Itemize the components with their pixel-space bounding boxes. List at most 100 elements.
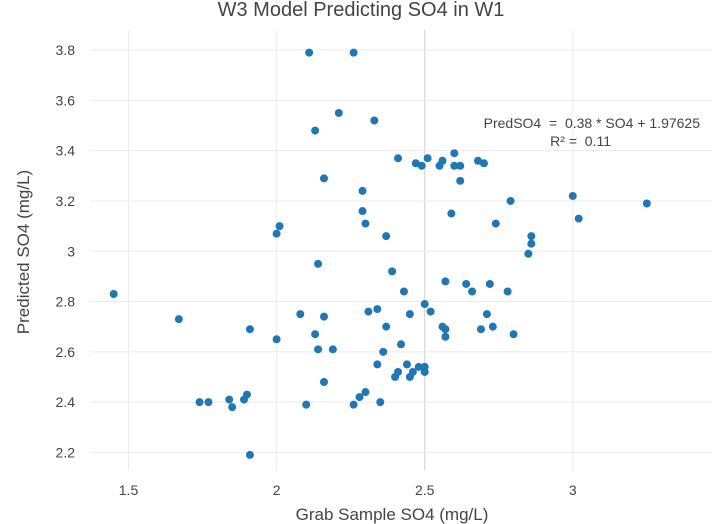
data-point bbox=[402, 360, 411, 369]
data-point bbox=[441, 277, 450, 286]
data-point bbox=[482, 310, 491, 319]
data-point bbox=[364, 307, 373, 316]
data-point bbox=[319, 174, 328, 183]
data-point bbox=[319, 378, 328, 386]
data-points bbox=[109, 48, 651, 459]
y-tick-label: 2.6 bbox=[56, 344, 76, 360]
data-point bbox=[456, 176, 465, 185]
data-point bbox=[399, 287, 408, 296]
data-point bbox=[447, 209, 456, 218]
data-point bbox=[319, 312, 328, 321]
r-squared-label: R² = 0.11 bbox=[550, 133, 611, 149]
data-point bbox=[109, 290, 118, 298]
data-point bbox=[358, 186, 367, 195]
data-point bbox=[373, 305, 382, 314]
y-tick-label: 3 bbox=[67, 243, 75, 259]
data-point bbox=[376, 398, 385, 407]
data-point bbox=[328, 345, 337, 354]
y-tick-label: 3.4 bbox=[56, 143, 76, 159]
data-point bbox=[379, 347, 388, 356]
data-point bbox=[311, 126, 320, 135]
data-point bbox=[527, 232, 536, 241]
data-point bbox=[491, 219, 500, 228]
data-point bbox=[245, 325, 254, 334]
tick-labels: 1.5 2 2.5 3 2.2 2.4 2.6 2.8 3 3.2 3.4 3.6 3.8 bbox=[56, 42, 577, 498]
data-point bbox=[450, 149, 459, 158]
y-tick-label: 2.8 bbox=[56, 294, 76, 310]
data-point bbox=[311, 330, 320, 339]
data-point bbox=[272, 335, 281, 344]
data-point bbox=[245, 450, 254, 459]
data-point bbox=[382, 322, 391, 331]
data-point bbox=[420, 367, 429, 376]
data-point bbox=[509, 330, 518, 339]
data-point bbox=[314, 345, 323, 354]
data-point bbox=[373, 360, 382, 369]
data-point bbox=[394, 367, 403, 376]
chart-title: W3 Model Predicting SO4 in W1 bbox=[218, 0, 505, 21]
data-point bbox=[450, 161, 459, 170]
data-point bbox=[441, 332, 450, 341]
data-point bbox=[503, 287, 512, 296]
data-point bbox=[204, 398, 213, 407]
data-point bbox=[568, 191, 577, 200]
data-point bbox=[228, 403, 237, 412]
y-tick-label: 2.4 bbox=[56, 394, 76, 410]
data-point bbox=[397, 340, 405, 349]
data-point bbox=[174, 315, 183, 324]
data-point bbox=[225, 395, 234, 404]
data-point bbox=[305, 48, 314, 57]
data-point bbox=[527, 239, 536, 248]
data-point bbox=[370, 116, 379, 125]
data-point bbox=[358, 207, 367, 216]
data-point bbox=[361, 219, 370, 228]
data-point bbox=[361, 388, 370, 397]
data-point bbox=[405, 310, 414, 319]
x-axis-title: Grab Sample SO4 (mg/L) bbox=[296, 505, 489, 524]
data-point bbox=[349, 400, 358, 409]
data-point bbox=[574, 214, 583, 223]
data-point bbox=[417, 161, 426, 170]
data-point bbox=[349, 48, 358, 57]
data-point bbox=[642, 199, 651, 208]
data-point bbox=[195, 398, 204, 407]
data-point bbox=[296, 310, 305, 319]
data-point bbox=[476, 325, 485, 334]
data-point bbox=[388, 267, 397, 276]
data-point bbox=[488, 322, 497, 331]
data-point bbox=[462, 279, 471, 288]
x-tick-label: 2.5 bbox=[415, 482, 435, 498]
regression-equation: PredSO4 = 0.38 * SO4 + 1.97625 bbox=[484, 115, 701, 131]
data-point bbox=[441, 325, 450, 334]
data-point bbox=[468, 287, 477, 296]
data-point bbox=[272, 229, 281, 238]
data-point bbox=[394, 154, 403, 163]
data-point bbox=[456, 161, 465, 170]
data-point bbox=[314, 259, 323, 268]
data-point bbox=[302, 400, 311, 409]
x-tick-label: 3 bbox=[569, 482, 577, 498]
data-point bbox=[382, 232, 391, 241]
y-tick-label: 3.6 bbox=[56, 92, 76, 108]
data-point bbox=[506, 196, 515, 205]
data-point bbox=[438, 156, 447, 165]
y-axis-title: Predicted SO4 (mg/L) bbox=[14, 170, 33, 334]
gridlines bbox=[90, 30, 712, 470]
data-point bbox=[420, 300, 429, 309]
data-point bbox=[524, 249, 533, 258]
x-tick-label: 1.5 bbox=[119, 482, 139, 498]
data-point bbox=[423, 154, 432, 163]
data-point bbox=[414, 362, 423, 371]
data-point bbox=[275, 222, 284, 231]
x-tick-label: 2 bbox=[273, 482, 281, 498]
data-point bbox=[479, 159, 488, 168]
data-point bbox=[242, 390, 251, 399]
y-tick-label: 3.8 bbox=[56, 42, 76, 58]
data-point bbox=[485, 279, 494, 288]
y-tick-label: 3.2 bbox=[56, 193, 76, 209]
data-point bbox=[408, 367, 417, 376]
data-point bbox=[334, 108, 343, 117]
y-tick-label: 2.2 bbox=[56, 444, 76, 460]
